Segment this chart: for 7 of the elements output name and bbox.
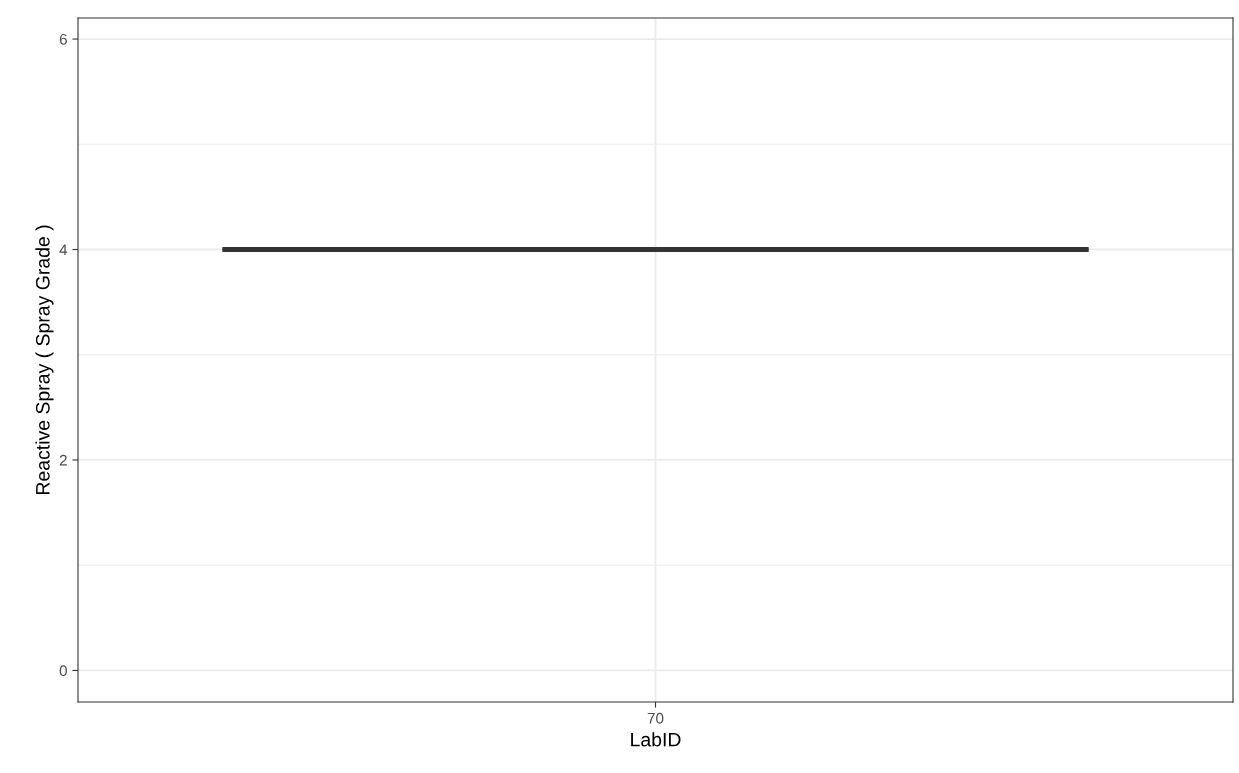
y-tick-label: 4 bbox=[59, 244, 68, 256]
y-tick-label: 2 bbox=[59, 454, 67, 466]
x-tick-label: 70 bbox=[647, 712, 664, 724]
y-tick-label: 6 bbox=[59, 33, 67, 45]
x-axis-title: LabID bbox=[631, 732, 681, 747]
y-tick-label: 0 bbox=[59, 665, 67, 677]
y-axis-title: Reactive Spray ( Spray Grade ) bbox=[35, 225, 54, 495]
